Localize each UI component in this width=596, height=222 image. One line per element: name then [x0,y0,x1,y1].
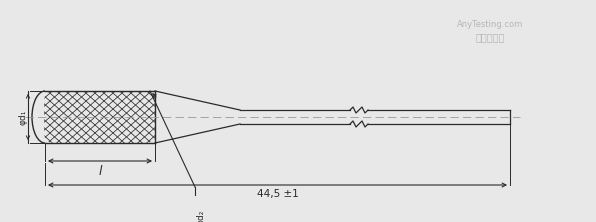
Text: 嘉峪检测网: 嘉峪检测网 [476,32,505,42]
Text: φd₁: φd₁ [18,109,27,125]
Text: AnyTesting.com: AnyTesting.com [457,20,523,30]
Text: 44,5 ±1: 44,5 ±1 [257,189,299,199]
Text: l: l [98,165,102,178]
Text: φd₂: φd₂ [197,210,206,222]
